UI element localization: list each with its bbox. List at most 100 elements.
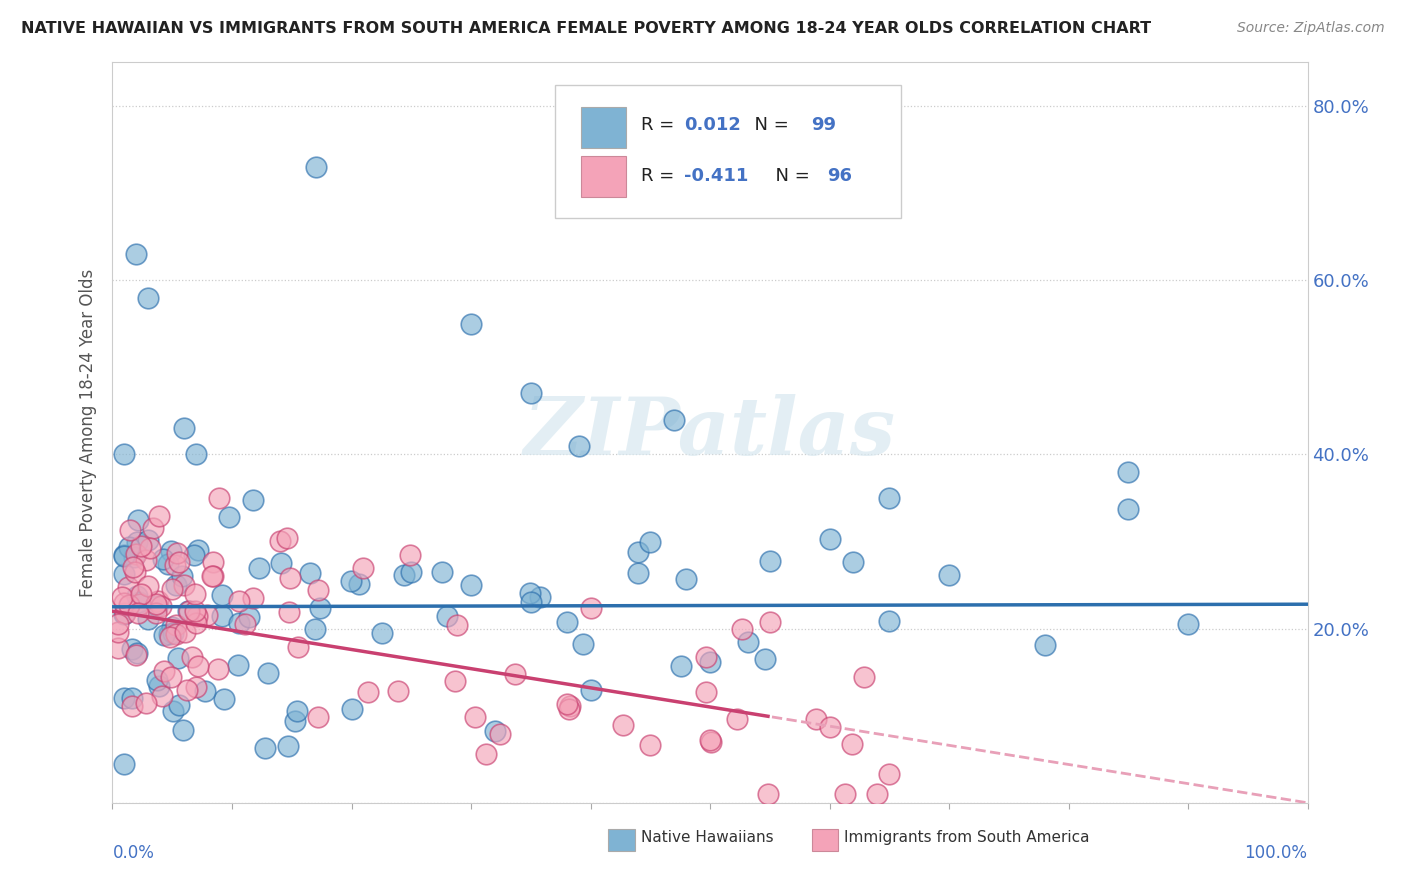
- Point: [254, 741, 277, 756]
- Point: [387, 684, 409, 698]
- Point: [114, 549, 135, 563]
- Point: [114, 566, 135, 581]
- Point: [166, 546, 188, 560]
- Point: [129, 587, 152, 601]
- Point: [165, 618, 187, 632]
- Point: [136, 533, 159, 547]
- Bar: [609, 829, 634, 851]
- Point: [136, 612, 159, 626]
- Point: [664, 412, 686, 426]
- Point: [148, 679, 170, 693]
- Text: Immigrants from South America: Immigrants from South America: [844, 830, 1090, 845]
- Point: [167, 650, 190, 665]
- Point: [201, 555, 224, 569]
- Point: [446, 617, 468, 632]
- Point: [125, 648, 148, 662]
- Point: [464, 709, 486, 723]
- Point: [432, 565, 454, 579]
- Point: [278, 571, 301, 585]
- Point: [352, 560, 374, 574]
- Point: [114, 447, 135, 461]
- Point: [675, 572, 697, 586]
- Point: [173, 578, 195, 592]
- Point: [756, 787, 779, 801]
- Point: [555, 615, 578, 630]
- Point: [201, 569, 224, 583]
- Point: [759, 554, 782, 568]
- Point: [489, 727, 512, 741]
- Point: [177, 604, 200, 618]
- Point: [177, 604, 200, 618]
- Point: [186, 543, 208, 558]
- Point: [754, 652, 776, 666]
- Point: [238, 610, 260, 624]
- Point: [640, 534, 662, 549]
- Point: [127, 606, 149, 620]
- Point: [555, 697, 578, 711]
- Point: [184, 680, 207, 694]
- Point: [277, 739, 299, 754]
- Point: [520, 386, 543, 401]
- Point: [211, 588, 233, 602]
- Point: [174, 624, 197, 639]
- FancyBboxPatch shape: [554, 85, 901, 218]
- Point: [118, 540, 141, 554]
- Point: [111, 590, 134, 604]
- Point: [170, 568, 193, 582]
- Point: [160, 582, 183, 597]
- Point: [107, 640, 129, 655]
- Point: [725, 712, 748, 726]
- Point: [879, 491, 901, 505]
- Point: [484, 724, 506, 739]
- Point: [579, 683, 602, 698]
- Point: [184, 587, 207, 601]
- Text: NATIVE HAWAIIAN VS IMMIGRANTS FROM SOUTH AMERICA FEMALE POVERTY AMONG 18-24 YEAR: NATIVE HAWAIIAN VS IMMIGRANTS FROM SOUTH…: [21, 21, 1152, 36]
- Point: [228, 594, 250, 608]
- Point: [165, 626, 187, 640]
- Bar: [581, 156, 627, 197]
- Point: [159, 631, 181, 645]
- Point: [125, 646, 148, 660]
- Point: [759, 615, 782, 630]
- Point: [122, 550, 145, 565]
- Point: [818, 721, 841, 735]
- Point: [165, 578, 187, 592]
- Point: [121, 559, 143, 574]
- Point: [118, 598, 141, 612]
- Point: [135, 552, 157, 566]
- Point: [568, 439, 591, 453]
- Point: [152, 552, 174, 566]
- Point: [392, 568, 415, 582]
- Point: [187, 659, 209, 673]
- Text: 0.0%: 0.0%: [112, 844, 155, 862]
- Point: [125, 247, 148, 261]
- Point: [181, 649, 204, 664]
- Point: [475, 747, 498, 761]
- Point: [834, 787, 856, 801]
- Point: [560, 699, 582, 714]
- Point: [114, 757, 135, 772]
- Point: [572, 637, 595, 651]
- Point: [124, 547, 146, 561]
- Point: [146, 593, 169, 607]
- Text: Source: ZipAtlas.com: Source: ZipAtlas.com: [1237, 21, 1385, 35]
- Point: [242, 591, 264, 606]
- Point: [309, 601, 332, 615]
- Point: [269, 534, 291, 549]
- Point: [194, 684, 217, 698]
- Point: [307, 710, 329, 724]
- Point: [1118, 465, 1140, 479]
- Bar: [581, 107, 627, 147]
- Point: [276, 531, 298, 545]
- Point: [150, 689, 173, 703]
- Point: [218, 510, 240, 524]
- Point: [304, 622, 326, 636]
- Point: [841, 737, 863, 751]
- Point: [160, 544, 183, 558]
- Point: [128, 594, 150, 608]
- Point: [148, 509, 170, 524]
- Point: [138, 541, 160, 555]
- Point: [695, 685, 717, 699]
- Point: [233, 617, 256, 632]
- Point: [184, 615, 207, 630]
